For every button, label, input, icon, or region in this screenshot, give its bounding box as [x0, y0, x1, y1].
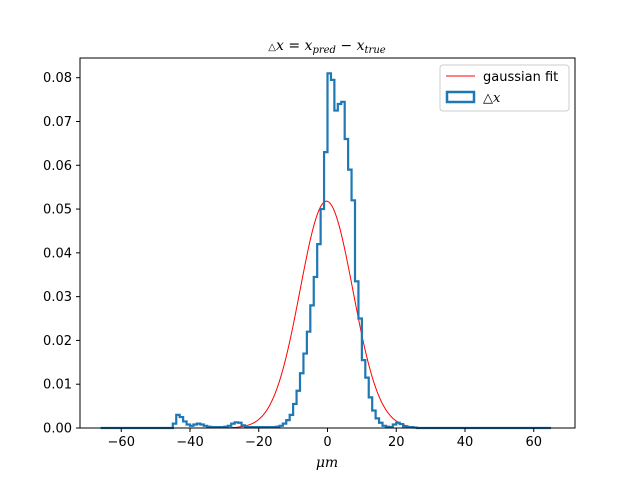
- y-tick-label: 0.05: [43, 203, 72, 218]
- x-tick-label: 0: [323, 435, 331, 450]
- chart-title: △x = xpred − xtrue: [268, 38, 385, 56]
- y-tick-label: 0.07: [43, 115, 72, 130]
- legend-label-gaussian-fit: gaussian fit: [483, 70, 558, 85]
- x-tick-label: −20: [245, 435, 272, 450]
- y-tick-label: 0.00: [43, 422, 72, 437]
- y-tick-label: 0.03: [43, 290, 72, 305]
- y-tick-label: 0.06: [43, 159, 72, 174]
- x-tick-label: −40: [176, 435, 203, 450]
- y-tick-label: 0.02: [43, 334, 72, 349]
- histogram-step-line: [100, 72, 551, 430]
- histogram-layer: [100, 72, 551, 430]
- legend: gaussian fit △x: [439, 64, 570, 112]
- legend-label-delta-x: △x: [483, 91, 501, 106]
- y-tick-label: 0.01: [43, 378, 72, 393]
- gaussian-fit-layer: [100, 200, 551, 429]
- x-tick-label: 60: [525, 435, 542, 450]
- gaussian-fit-line: [100, 200, 551, 429]
- y-axis-ticks: 0.00 0.01 0.02 0.03 0.04 0.05 0.06 0.07 0.08: [43, 71, 80, 437]
- x-axis-ticks: −60 −40 −20 0 20 40 60: [108, 428, 542, 450]
- y-tick-label: 0.08: [43, 71, 72, 86]
- x-tick-label: −60: [108, 435, 135, 450]
- x-tick-label: 20: [388, 435, 405, 450]
- legend-swatch-delta-x: [445, 90, 476, 104]
- x-axis-label: μm: [316, 455, 338, 471]
- x-tick-label: 40: [457, 435, 474, 450]
- y-tick-label: 0.04: [43, 246, 72, 261]
